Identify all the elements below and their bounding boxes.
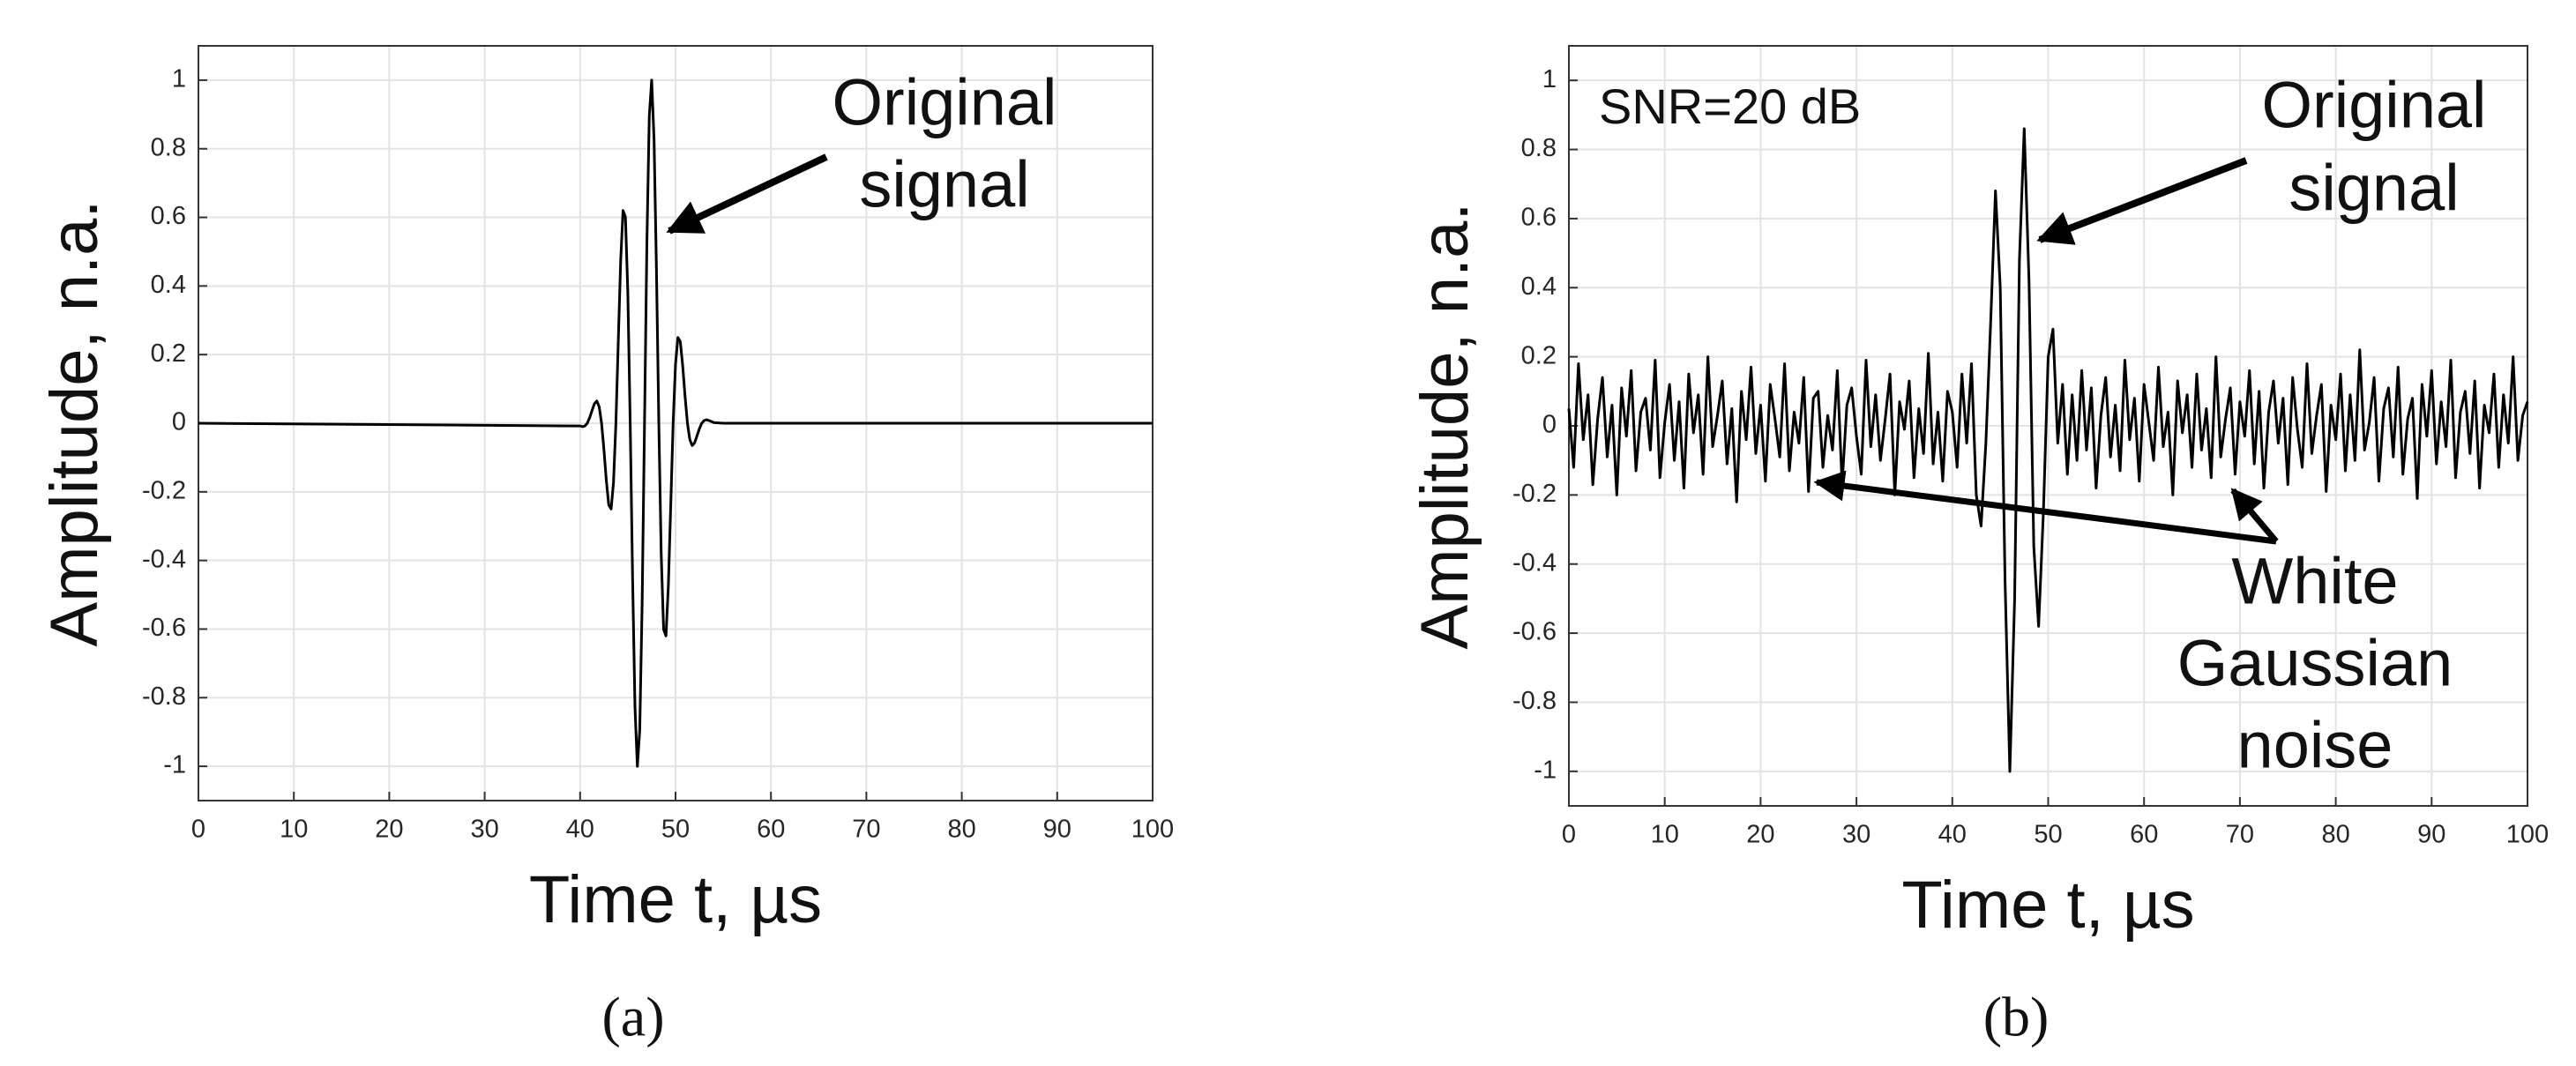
x-tick-label: 80 — [947, 816, 975, 844]
x-tick-label: 30 — [470, 816, 498, 844]
panel-label: (a) — [601, 986, 664, 1048]
y-axis-label: Amplitude, n.a. — [1407, 203, 1482, 650]
annotation: Original — [833, 66, 1057, 139]
y-tick-label: -1 — [163, 751, 186, 779]
x-tick-label: 70 — [2226, 821, 2254, 849]
panel-label: (b) — [1983, 986, 2050, 1048]
y-tick-label: 0 — [172, 408, 186, 436]
y-tick-label: 0 — [1542, 411, 1557, 439]
x-tick-label: 0 — [1562, 821, 1576, 849]
x-tick-label: 90 — [2417, 821, 2445, 849]
y-tick-label: 0.4 — [151, 271, 186, 299]
x-tick-label: 0 — [191, 816, 205, 844]
x-tick-label: 50 — [2034, 821, 2062, 849]
x-tick-label: 10 — [1651, 821, 1679, 849]
y-tick-label: -0.8 — [1512, 687, 1557, 715]
y-tick-label: -1 — [1534, 756, 1557, 784]
y-tick-label: -0.8 — [142, 682, 186, 711]
x-tick-label: 40 — [566, 816, 594, 844]
y-tick-label: 0.2 — [151, 339, 186, 368]
y-tick-label: 0.6 — [151, 202, 186, 230]
y-tick-label: 1 — [172, 65, 186, 93]
noise-annotation: noise — [2237, 709, 2393, 782]
y-tick-label: 1 — [1542, 65, 1557, 93]
noise-annotation: Gaussian — [2177, 627, 2453, 700]
arrow — [1813, 470, 2277, 545]
snr-label: SNR=20 dB — [1599, 78, 1861, 134]
x-tick-label: 70 — [852, 816, 880, 844]
x-tick-label: 100 — [1131, 816, 1174, 844]
annotation: signal — [2289, 152, 2459, 225]
y-tick-label: 0.8 — [1521, 134, 1557, 162]
y-tick-label: 0.8 — [151, 133, 186, 161]
x-tick-label: 100 — [2506, 821, 2549, 849]
x-tick-label: 20 — [375, 816, 403, 844]
arrow — [666, 153, 828, 235]
y-tick-label: 0.2 — [1521, 341, 1557, 369]
x-tick-label: 60 — [757, 816, 785, 844]
x-axis-label: Time t, µs — [529, 862, 822, 937]
signal-line — [1567, 127, 2529, 773]
y-tick-label: -0.6 — [142, 614, 186, 642]
y-tick-label: 0.4 — [1521, 272, 1557, 301]
plot-frame — [1568, 45, 2528, 807]
x-tick-label: 90 — [1043, 816, 1071, 844]
y-axis-label: Amplitude, n.a. — [37, 200, 112, 647]
arrow — [2036, 157, 2248, 245]
x-tick-label: 60 — [2130, 821, 2158, 849]
x-tick-label: 80 — [2321, 821, 2349, 849]
y-tick-label: -0.4 — [142, 545, 186, 573]
annotation: Original — [2262, 69, 2487, 142]
y-tick-label: -0.6 — [1512, 618, 1557, 646]
x-axis-label: Time t, µs — [1901, 868, 2194, 943]
noise-annotation: White — [2231, 545, 2398, 618]
x-tick-label: 50 — [661, 816, 690, 844]
y-tick-label: -0.2 — [1512, 480, 1557, 508]
x-tick-label: 30 — [1842, 821, 1870, 849]
arrow — [2230, 488, 2279, 544]
y-tick-label: -0.4 — [1512, 548, 1557, 577]
y-tick-label: 0.6 — [1521, 204, 1557, 232]
annotation: signal — [859, 148, 1029, 221]
y-tick-label: -0.2 — [142, 476, 186, 504]
x-tick-label: 20 — [1746, 821, 1774, 849]
x-tick-label: 10 — [280, 816, 308, 844]
x-tick-label: 40 — [1938, 821, 1967, 849]
signal-line — [198, 78, 1153, 768]
